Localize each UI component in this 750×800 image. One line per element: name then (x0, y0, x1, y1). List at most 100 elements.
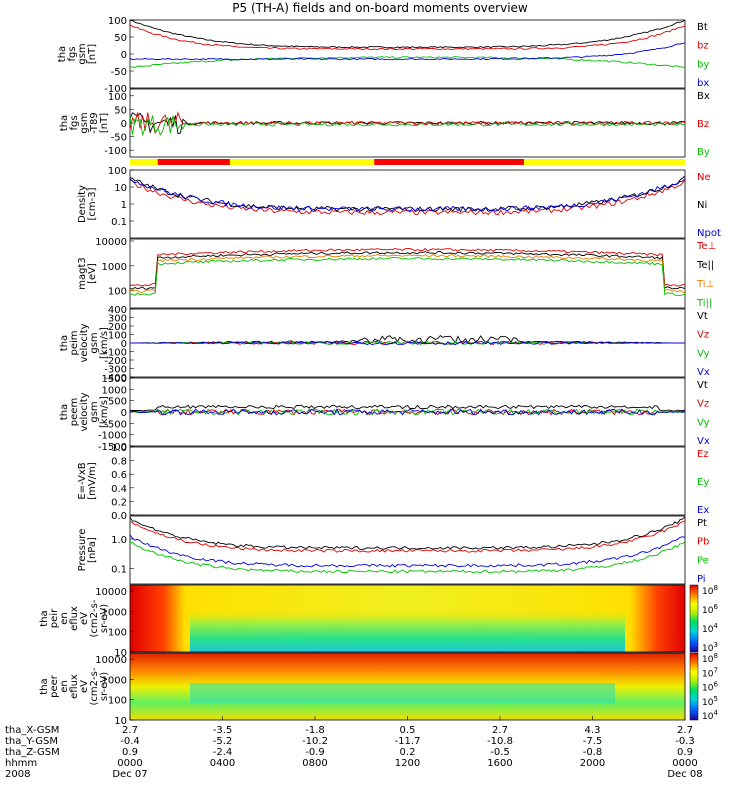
x-tick-label: 4.3 (585, 725, 601, 736)
y-tick-label: 500 (108, 397, 127, 408)
x-tick-label: 0.9 (677, 747, 693, 758)
x-axis-labels: tha_X-GSMtha_Y-GSMtha_Z-GSMhhmm20082.7-0… (5, 716, 703, 780)
y-axis-label: velocity (79, 392, 90, 431)
legend-Bx: Bx (697, 91, 710, 102)
y-tick-label: -50 (111, 67, 127, 78)
series-Bt (129, 19, 686, 49)
y-tick-label: 10000 (95, 237, 127, 248)
y-tick-label: 0.6 (111, 470, 127, 481)
y-axis-label: tha (59, 115, 70, 131)
x-tick-label: 0.2 (400, 747, 416, 758)
x-row-label: tha_X-GSM (5, 725, 59, 736)
legend-Pe: Pe (697, 555, 709, 566)
colorbar-tick: 105 (702, 695, 718, 708)
y-axis-label: gsm (89, 332, 100, 353)
series-Bz (129, 111, 686, 135)
x-tick-label: 0.5 (400, 725, 416, 736)
x-tick-label: 1600 (487, 758, 512, 769)
series-Ti|| (129, 256, 686, 296)
series-Vx (129, 408, 686, 416)
y-tick-label: -300 (104, 365, 127, 376)
y-tick-label: 1000 (102, 607, 127, 618)
y-axis-label: Density (77, 185, 88, 223)
legend-Bt: Bt (697, 22, 708, 33)
legend-Pb: Pb (697, 537, 709, 548)
y-axis-label: peer (49, 674, 60, 698)
y-axis-label: fgs (67, 46, 78, 61)
chart-title: P5 (TH-A) fields and on-board moments ov… (232, 1, 528, 15)
y-tick-label: 1000 (102, 262, 127, 273)
panel-frame (129, 515, 686, 585)
x-tick-label: 0.9 (122, 747, 138, 758)
x-tick-label: -0.3 (675, 736, 695, 747)
y-tick-label: 0.1 (111, 217, 127, 228)
legend-Ti⊥: Ti⊥ (696, 279, 714, 290)
series-Ne (129, 179, 686, 216)
y-tick-label: 100 (108, 92, 127, 103)
series-Npot (129, 177, 686, 213)
x-tick-label: -0.4 (120, 736, 140, 747)
y-tick-label: 0 (121, 408, 127, 419)
colorbar-tick: 108 (702, 584, 718, 597)
colorbar-tick: 104 (702, 709, 718, 722)
series-by (129, 56, 686, 69)
legend-Ne: Ne (697, 172, 711, 183)
panel-frame (129, 238, 686, 309)
y-axis-label: gsm (79, 112, 90, 133)
series-Vy (129, 408, 686, 416)
x-tick-label: 0400 (210, 758, 235, 769)
legend-Te⊥: Te⊥ (696, 241, 716, 252)
y-axis-label: peir (49, 608, 60, 628)
x-row-label: tha_Z-GSM (5, 747, 60, 758)
y-tick-label: 10 (114, 648, 127, 659)
x-tick-label: Dec 07 (112, 769, 147, 780)
y-tick-label: 0 (121, 119, 127, 130)
y-axis-label: -T89 (89, 112, 100, 134)
series-Ni (129, 175, 686, 213)
y-tick-label: 400 (108, 305, 127, 316)
y-tick-label: 0.8 (111, 457, 127, 468)
colorbar-peir (689, 584, 699, 653)
y-axis-label: gsm (77, 43, 88, 64)
x-tick-label: -10.8 (487, 736, 513, 747)
x-tick-label: 1200 (395, 758, 420, 769)
series-By (129, 115, 686, 136)
legend-Vx: Vx (697, 436, 710, 447)
y-tick-label: -100 (104, 84, 127, 95)
series-bz (129, 24, 686, 51)
y-tick-label: 0 (121, 50, 127, 61)
y-axis-label: en (59, 612, 70, 625)
y-tick-label: -100 (104, 348, 127, 359)
legend-Ex: Ex (697, 505, 709, 516)
series-Ti⊥ (129, 253, 686, 294)
legend-Te||: Te|| (696, 260, 714, 271)
y-tick-label: -500 (104, 419, 127, 430)
mode-bar-segment (229, 159, 375, 165)
y-tick-label: 0.0 (111, 511, 127, 522)
legend-Pi: Pi (697, 574, 706, 585)
y-tick-label: -1500 (98, 442, 127, 453)
y-axis-label: peim (69, 330, 80, 355)
y-axis-label: [km/s] (99, 396, 110, 428)
mode-bar-segment (157, 159, 230, 165)
legend-Ni: Ni (697, 200, 707, 211)
x-tick-label: -7.5 (583, 736, 603, 747)
x-tick-label: 2.7 (492, 725, 508, 736)
panel-fgs-t89: 100 50 0 -50 -100 tha fgs gsm -T89 [nT] Bx Bz By (59, 88, 710, 158)
y-tick-label: 100 (108, 331, 127, 342)
panel-efield: 1.0 0.8 0.6 0.4 0.2 0.0 E=-VxB [mV/m] Ez Ey Ex (77, 443, 709, 522)
y-tick-label: 100 (108, 16, 127, 27)
ion-spectrogram-core (190, 608, 625, 652)
series-Vx (130, 340, 685, 346)
y-axis-label: [nPa] (87, 537, 98, 563)
y-tick-label: -1000 (98, 431, 127, 442)
y-tick-label: 0.2 (111, 497, 127, 508)
x-tick-label: -10.2 (302, 736, 328, 747)
x-tick-label: 2.7 (122, 725, 138, 736)
y-tick-label: -200 (104, 356, 127, 367)
panel-pressure: 1.0 0.1 Pressure [nPa] Pt Pb Pe Pi (77, 515, 709, 585)
